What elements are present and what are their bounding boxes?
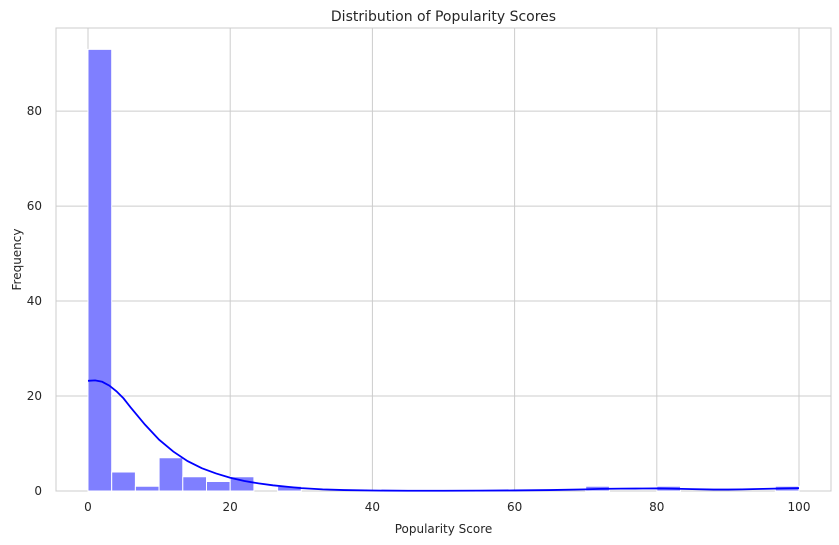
histogram-bar bbox=[158, 457, 184, 492]
x-tick-label: 100 bbox=[788, 500, 811, 514]
kde-curve bbox=[87, 379, 800, 492]
y-tick-label: 60 bbox=[27, 199, 42, 213]
y-axis-label: Frequency bbox=[10, 229, 24, 291]
x-tick-label: 60 bbox=[507, 500, 522, 514]
y-tick-label: 20 bbox=[27, 389, 42, 403]
histogram-bar bbox=[134, 485, 160, 492]
plot-background bbox=[56, 28, 831, 491]
x-tick-label: 40 bbox=[365, 500, 380, 514]
y-tick-label: 0 bbox=[34, 484, 42, 498]
chart-title: Distribution of Popularity Scores bbox=[331, 9, 556, 25]
x-tick-label: 0 bbox=[84, 500, 92, 514]
x-tick-labels: 0 20 40 60 80 100 bbox=[84, 500, 810, 514]
histogram-bar bbox=[111, 471, 136, 492]
x-axis-label: Popularity Score bbox=[395, 522, 493, 536]
y-tick-label: 40 bbox=[27, 294, 42, 308]
x-tick-label: 80 bbox=[649, 500, 664, 514]
y-tick-labels: 0 20 40 60 80 bbox=[27, 104, 42, 498]
histogram-bar bbox=[87, 48, 113, 492]
y-tick-label: 80 bbox=[27, 104, 42, 118]
histogram-bar bbox=[205, 481, 231, 492]
histogram-bar bbox=[182, 476, 207, 492]
x-tick-label: 20 bbox=[223, 500, 238, 514]
histogram-bar bbox=[229, 476, 255, 492]
